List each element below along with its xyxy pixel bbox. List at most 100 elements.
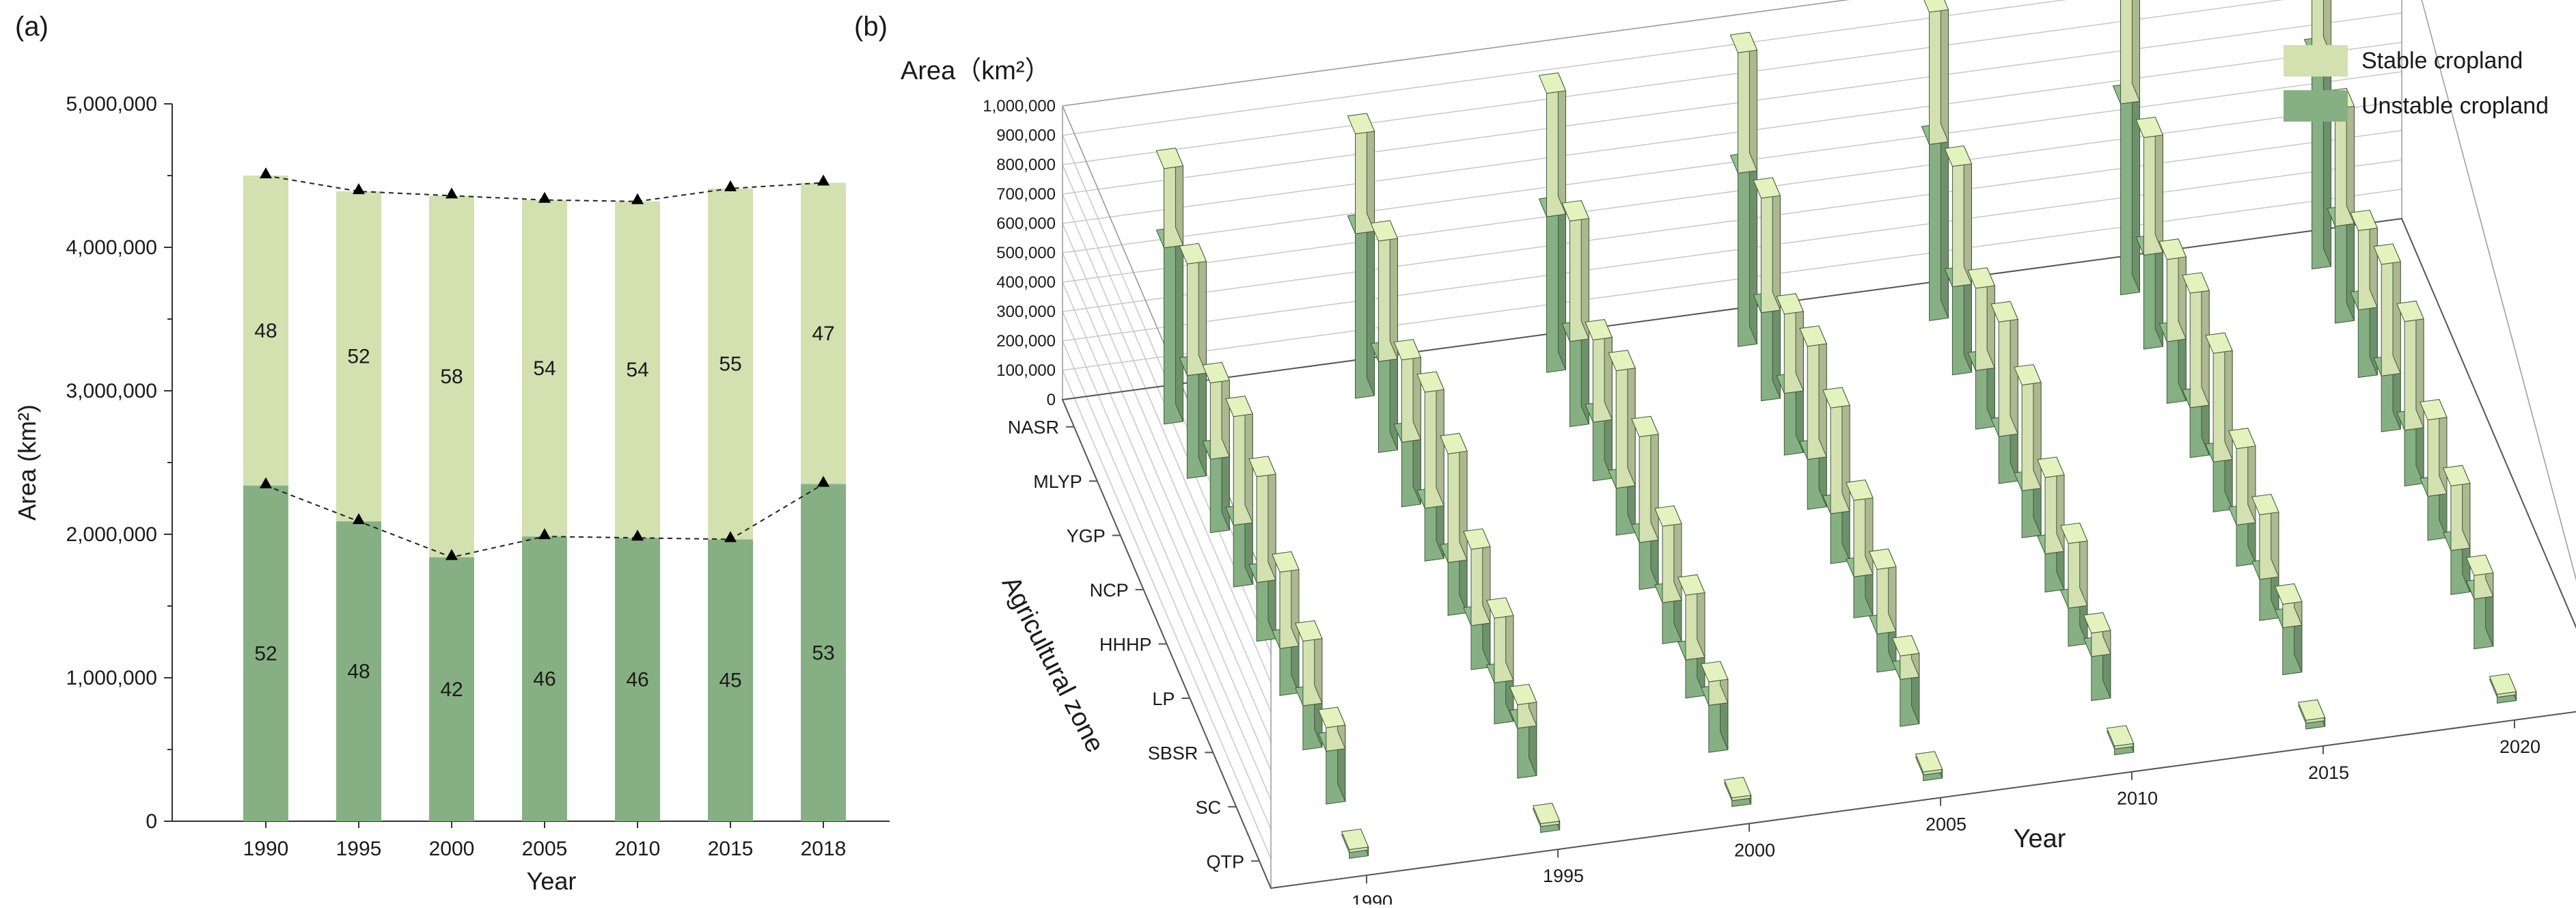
gridline-back-wall: [1062, 100, 2402, 283]
legend-swatch: [2284, 90, 2348, 122]
bar3d-stable-top: [1677, 574, 1705, 596]
gridline-back-wall: [1062, 42, 2402, 224]
bar3d-stable-top: [2373, 243, 2401, 265]
bar3d-stable-top: [2159, 238, 2187, 260]
x-axis-title: Year: [527, 867, 577, 895]
bar-unstable: [615, 538, 660, 821]
bar3d-stable-top: [1509, 683, 1537, 706]
bar3d-stable-top: [2396, 301, 2424, 322]
panel-label-b: (b): [854, 12, 888, 42]
year-tick-label: 2005: [1926, 814, 1967, 835]
data-label-unstable: 48: [347, 661, 370, 683]
bar-stable: [522, 200, 567, 537]
z-tick-label: 300,000: [996, 303, 1056, 321]
bar3d-stable-top: [2205, 332, 2233, 354]
y-tick-label: 2,000,000: [66, 523, 157, 546]
z-tick-label: 800,000: [996, 156, 1056, 174]
year-tick-label: 2000: [1734, 840, 1775, 860]
bar3d-stable-top: [1393, 339, 1422, 361]
bar3d-stable-side: [2322, 0, 2331, 55]
bar3d-stable-top: [2420, 399, 2448, 421]
bar3d-stable-top: [2135, 116, 2164, 138]
y-tick-label: 1,000,000: [66, 667, 157, 689]
bar3d-stable-top: [1370, 220, 1399, 242]
bar-stable: [336, 191, 381, 522]
x-tick-label: 2010: [615, 838, 661, 860]
gridline-back-wall: [1062, 0, 2068, 136]
bar3d-stable-top: [1317, 706, 1346, 728]
data-label-stable: 48: [254, 320, 277, 342]
triangle-marker-unstable: [260, 477, 272, 489]
bar3d-stable-top: [2083, 612, 2111, 634]
data-label-unstable: 46: [533, 668, 556, 691]
z-tick-label: 900,000: [996, 126, 1056, 145]
bar-stable: [243, 176, 288, 486]
bar-unstable: [801, 484, 846, 821]
bar3d-stable-side: [1940, 0, 1949, 142]
bar3d-stable-top: [2182, 272, 2210, 294]
bar-unstable: [243, 485, 288, 821]
z-tick-label: 400,000: [996, 273, 1056, 292]
bar3d-stable-side: [1772, 177, 1781, 311]
bar3d-stable-top: [1179, 243, 1207, 264]
year-axis-title: Year: [2014, 825, 2066, 853]
triangle-marker-stable: [817, 174, 830, 186]
bar3d-unstable-side: [1557, 196, 1566, 370]
bar3d-stable-side: [1963, 146, 1972, 285]
bar3d-stable-top: [1248, 456, 1276, 478]
bar3d-stable-top: [1944, 145, 1973, 167]
z-tick-label: 500,000: [996, 244, 1056, 262]
bar3d-stable-top: [1561, 200, 1590, 222]
data-label-stable: 54: [626, 359, 648, 381]
data-label-stable: 55: [719, 353, 741, 376]
bar3d-stable-top: [1155, 148, 1184, 169]
data-label-unstable: 45: [719, 670, 741, 692]
bar-unstable: [522, 536, 567, 821]
bar3d-stable-top: [1753, 177, 1781, 199]
bar3d-stable-top: [2251, 493, 2279, 515]
gridline-back-wall: [1062, 71, 2402, 253]
bar3d-stable-top: [1729, 31, 1758, 53]
gridline-back-wall: [1062, 159, 2402, 342]
bar3d-stable-top: [1608, 350, 1636, 372]
gridline-back-wall: [1062, 12, 2402, 195]
year-tick-label: 2020: [2499, 737, 2540, 757]
bar-unstable: [336, 521, 381, 821]
bar3d-stable-top: [1416, 371, 1444, 393]
bar3d-stable-top: [1272, 551, 1300, 573]
data-label-stable: 54: [533, 357, 556, 380]
gridline-side-wall: [1062, 281, 1272, 771]
wall-top-edge: [1062, 0, 1850, 107]
triangle-marker-stable: [724, 180, 737, 191]
wall-edge: [2421, 0, 2576, 581]
bar-unstable: [708, 539, 753, 821]
x-tick-label: 2000: [429, 838, 475, 860]
bar3d-stable-top: [1463, 528, 1491, 550]
zone-tick-label: NASR: [1008, 417, 1059, 438]
bar3d-stable-top: [1868, 548, 1897, 570]
y-tick-label: 3,000,000: [66, 380, 157, 402]
bar3d-stable-top: [2489, 673, 2517, 695]
z-tick-label: 600,000: [996, 215, 1056, 233]
y-axis-title: Area (km²): [13, 404, 41, 521]
triangle-marker-unstable: [353, 513, 365, 525]
bar3d-stable-top: [1631, 415, 1659, 437]
bar3d-stable-top: [1654, 505, 1682, 527]
bar3d-stable-top: [1341, 828, 1369, 851]
year-tick-label: 2010: [2117, 788, 2158, 809]
gridline-back-wall: [1062, 189, 2402, 371]
bar-stable: [615, 201, 660, 538]
bar3d-stable-top: [2465, 554, 2494, 576]
legend-label: Stable cropland: [2361, 48, 2523, 74]
bar3d-stable-top: [1585, 319, 1613, 341]
bar3d-stable-side: [1389, 220, 1398, 359]
bar3d-stable-top: [1923, 0, 1949, 13]
bar3d-stable-top: [2228, 428, 2256, 450]
year-tick-label: 1990: [1352, 892, 1393, 905]
x-tick-label: 1995: [336, 838, 382, 860]
panel-label-a: (a): [15, 12, 49, 42]
z-tick-label: 700,000: [996, 185, 1056, 204]
floor-outline: [1061, 217, 2576, 890]
legend-swatch: [2284, 45, 2348, 77]
